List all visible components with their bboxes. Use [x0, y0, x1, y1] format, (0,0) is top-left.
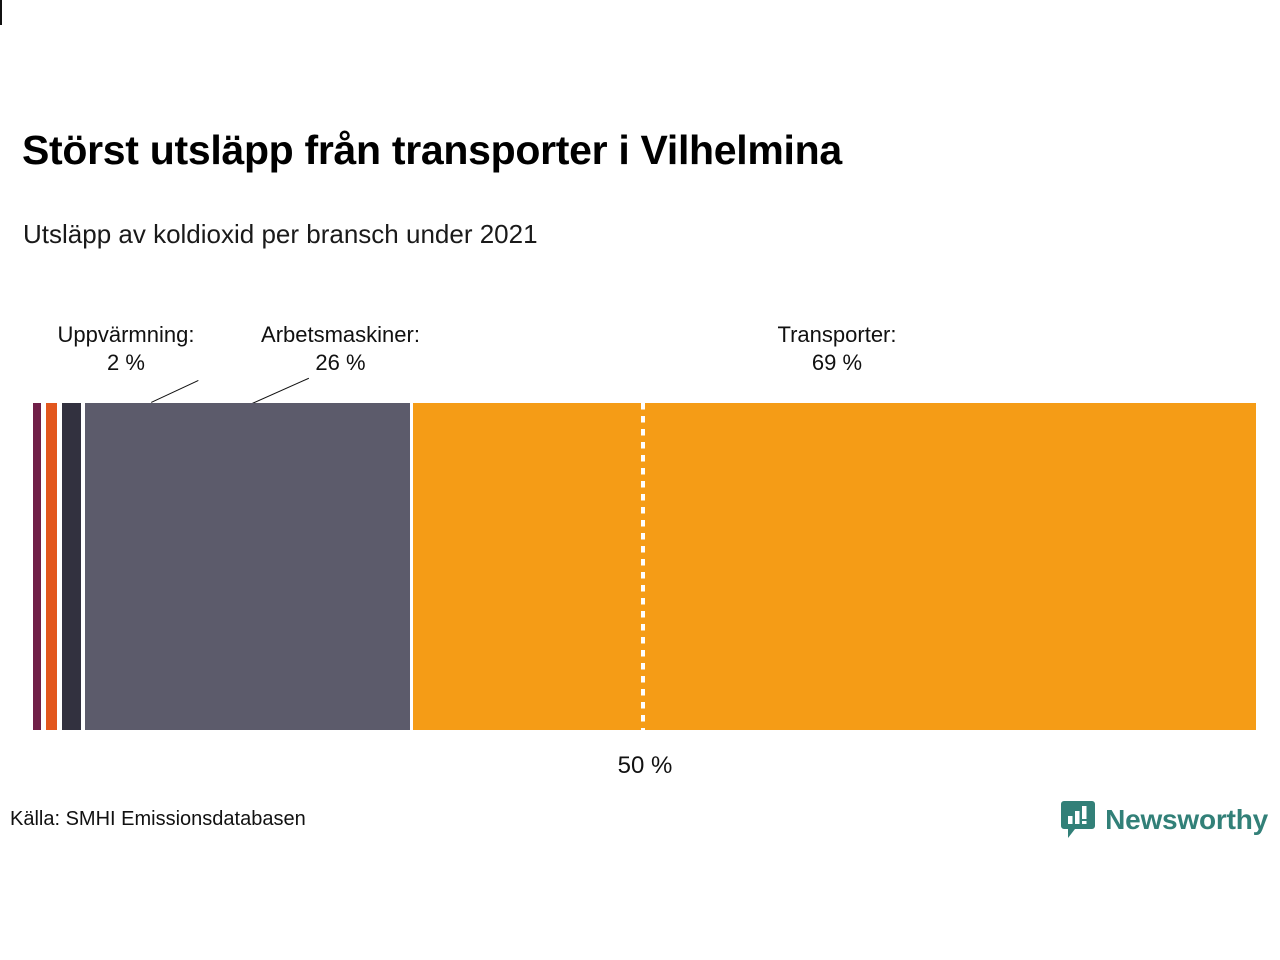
- bar-segment-transporter: [413, 403, 1256, 730]
- annotation-transporter-label: Transporter:: [777, 322, 897, 347]
- stacked-bar: [33, 403, 1256, 730]
- annotation-arbetsmaskiner-label: Arbetsmaskiner:: [261, 322, 420, 347]
- newsworthy-logo: Newsworthy: [1061, 798, 1268, 842]
- source-note: Källa: SMHI Emissionsdatabasen: [10, 808, 306, 830]
- chart-subtitle: Utsläpp av koldioxid per bransch under 2…: [23, 219, 538, 249]
- axis-tick-label-50: 50 %: [617, 752, 673, 779]
- bar-segment-uppvarmning: [62, 403, 81, 730]
- leader-line-arbetsmaskiner: [252, 377, 310, 404]
- bar-segment-industri: [46, 403, 57, 730]
- annotation-arbetsmaskiner-value: 26 %: [315, 350, 366, 375]
- chart-title: Störst utsläpp från transporter i Vilhel…: [22, 127, 842, 173]
- annotation-uppvarmning: Uppvärmning: 2 %: [36, 321, 216, 377]
- annotation-transporter-value: 69 %: [811, 350, 863, 375]
- bar-segment-ovrigt: [33, 403, 41, 730]
- leader-line-uppvarmning: [151, 380, 199, 403]
- leader-line-transporter: [0, 0, 2, 25]
- bar-segment-arbetsmaskiner: [85, 403, 410, 730]
- annotation-transporter: Transporter: 69 %: [752, 321, 922, 377]
- annotation-uppvarmning-value: 2 %: [107, 350, 145, 375]
- annotation-uppvarmning-label: Uppvärmning:: [57, 322, 195, 347]
- newsworthy-logo-text: Newsworthy: [1105, 804, 1268, 835]
- annotation-arbetsmaskiner: Arbetsmaskiner: 26 %: [233, 321, 448, 377]
- newsworthy-bar-chart-icon: [1061, 800, 1096, 840]
- gridline-50-percent: [641, 403, 645, 730]
